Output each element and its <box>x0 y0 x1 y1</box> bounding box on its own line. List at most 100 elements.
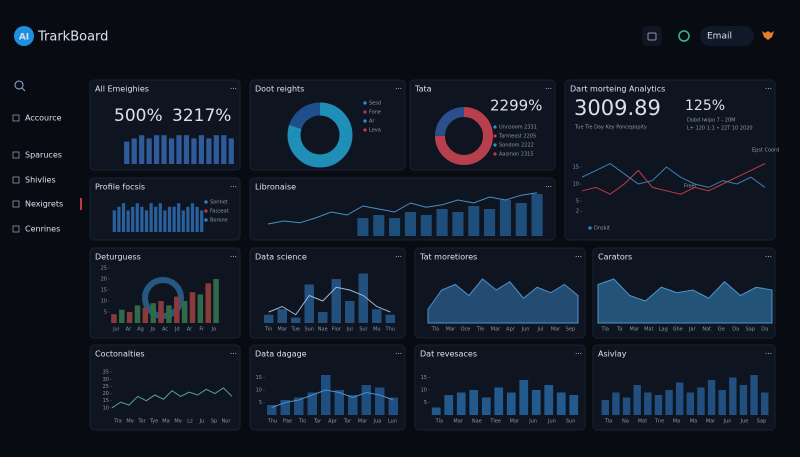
bar <box>304 284 314 323</box>
email: Email <box>707 32 732 42</box>
bar <box>131 206 135 232</box>
bar <box>348 395 358 415</box>
panel-card <box>564 79 776 241</box>
y-tick-label: 5 <box>104 310 107 316</box>
fox-icon[interactable] <box>762 31 774 40</box>
legend-label: Aasmon 2315 <box>499 152 534 158</box>
email-pill[interactable] <box>700 26 754 46</box>
annotation: Freel <box>684 184 696 190</box>
bar <box>675 382 684 415</box>
bar <box>531 194 543 236</box>
menu[interactable]: … <box>575 251 582 259</box>
x-tick-label: Tne <box>654 419 664 425</box>
bar <box>739 385 748 415</box>
bar <box>176 135 182 164</box>
bar <box>206 138 212 164</box>
bar <box>556 392 566 415</box>
lock-button[interactable] <box>642 26 662 46</box>
nav-item[interactable]: Sparuces <box>25 151 62 160</box>
legend-swatch <box>493 152 497 156</box>
subtitle: L+ 120 1:1 • 22T 10 2020 <box>687 126 753 132</box>
legend-label: Leva <box>369 128 381 134</box>
bar <box>140 206 144 232</box>
x-tick-label: Apr <box>328 419 338 425</box>
menu[interactable]: … <box>765 83 772 91</box>
panel: Dat revesaces … 15 10 5 Tla Mar Nae Tlee Mar Jun Ju… <box>414 344 586 431</box>
menu[interactable]: … <box>230 181 237 189</box>
bar <box>729 377 737 415</box>
bar <box>163 210 167 232</box>
bar <box>718 390 726 415</box>
search-icon[interactable] <box>14 80 24 90</box>
menu[interactable]: … <box>230 83 237 91</box>
trend-line <box>267 192 538 225</box>
nav-item[interactable]: Accource <box>25 114 62 123</box>
x-tick-label: Mar <box>551 327 561 333</box>
menu[interactable]: … <box>395 251 402 259</box>
bar <box>431 407 441 415</box>
bar <box>373 215 385 236</box>
lock-icon <box>647 32 657 41</box>
x-tick-label: Jun <box>723 419 732 425</box>
bar <box>444 395 454 415</box>
x-tick-label: Da <box>761 327 768 333</box>
y-tick-label: 10 <box>256 388 262 394</box>
menu[interactable]: … <box>575 348 582 356</box>
kpi: 3009.89 <box>574 96 661 120</box>
bar <box>569 395 579 415</box>
x-tick-label: Jul <box>536 327 543 333</box>
menu[interactable]: … <box>545 181 552 189</box>
x-tick-label: Na <box>622 419 629 425</box>
x-tick-label: Jua <box>373 419 382 425</box>
status-icon[interactable] <box>678 30 690 42</box>
bar <box>267 405 277 415</box>
bar <box>358 273 368 323</box>
bar <box>112 210 116 232</box>
x-tick-label: Tor <box>137 419 146 425</box>
legend-label: Dnskit <box>594 226 610 232</box>
bar <box>494 387 504 415</box>
menu[interactable]: … <box>765 251 772 259</box>
y-tick-label: 35 <box>103 370 109 376</box>
bar <box>144 210 149 232</box>
bar <box>197 294 204 323</box>
x-tick-label: Sun <box>566 419 576 425</box>
x-tick-label: Ma <box>673 419 680 425</box>
x-tick-label: Mar <box>446 327 456 333</box>
panel-title: Coctonalties <box>95 350 145 359</box>
menu[interactable]: … <box>765 348 772 356</box>
menu[interactable]: … <box>230 251 237 259</box>
search-icon <box>21 87 26 92</box>
panel-card <box>89 344 241 431</box>
x-tick-label: Mo <box>174 419 181 425</box>
menu[interactable]: … <box>395 83 402 91</box>
panel: Carators … Tla Ta Mar Mat Lag Ghe Jar Nat Ge Da Sap D… <box>592 247 776 339</box>
x-tick-label: Sun <box>304 327 314 333</box>
bar <box>388 397 398 415</box>
x-tick-label: Lag <box>659 327 668 333</box>
active-indicator <box>80 198 82 210</box>
bar <box>181 210 185 232</box>
menu[interactable]: … <box>545 83 552 91</box>
legend-label: Ar <box>369 119 375 125</box>
nav-item[interactable]: Nexigrets <box>25 200 63 209</box>
donut-segment <box>287 102 353 168</box>
nav-item[interactable]: Cenrines <box>25 225 60 234</box>
panel-title: Carators <box>598 253 632 262</box>
panel: Tata …2299% Unnsoom 2331 Tarmeost 2205 Sondo… <box>409 79 556 171</box>
x-tick-label: Tla <box>435 419 444 425</box>
bar <box>181 301 188 323</box>
bar <box>452 212 464 236</box>
x-tick-label: Ar <box>187 327 193 333</box>
bar <box>126 312 133 323</box>
x-tick-label: Jd <box>174 327 180 333</box>
menu[interactable]: … <box>230 348 237 356</box>
nav-item[interactable]: Shivlies <box>25 176 56 185</box>
bar <box>750 375 758 415</box>
bar <box>154 206 158 232</box>
menu[interactable]: … <box>395 348 402 356</box>
x-tick-label: Tla <box>431 327 440 333</box>
x-tick-label: Jun <box>521 327 530 333</box>
panel-title: Dat revesaces <box>420 350 477 359</box>
bar <box>420 215 432 236</box>
